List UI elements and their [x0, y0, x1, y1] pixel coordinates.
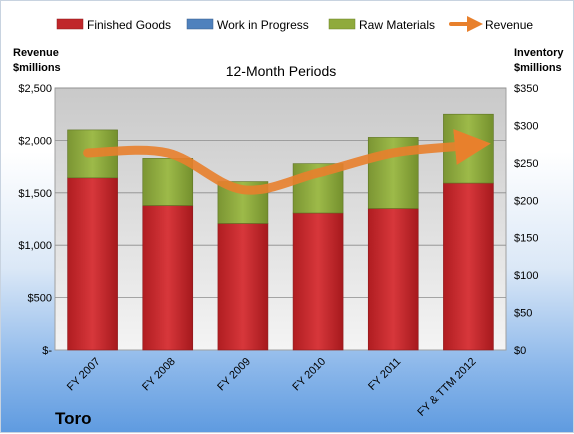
right-tick-label: $250 [514, 158, 538, 170]
bar-finished-goods [368, 209, 418, 350]
x-tick-label: FY & TTM 2012 [415, 356, 478, 419]
left-tick-label: $500 [28, 293, 52, 305]
left-tick-label: $2,000 [18, 135, 52, 147]
right-tick-label: $150 [514, 233, 538, 245]
left-tick-label: $2,500 [18, 83, 52, 95]
right-tick-label: $100 [514, 270, 538, 282]
x-tick-label: FY 2007 [65, 356, 103, 394]
right-axis-title-line2: $millions [514, 62, 562, 74]
x-axis-ticks: FY 2007 FY 2008 FY 2009 FY 2010 FY 2011 FY & … [65, 356, 479, 419]
left-axis-title-line2: $millions [13, 62, 61, 74]
legend-label-work-in-progress: Work in Progress [217, 18, 309, 32]
legend-label-finished-goods: Finished Goods [87, 18, 171, 32]
right-tick-label: $350 [514, 83, 538, 95]
bar-finished-goods [68, 178, 118, 350]
right-tick-label: $50 [514, 308, 532, 320]
plot-area [55, 88, 506, 350]
bar-finished-goods [443, 183, 493, 350]
left-tick-label: $- [42, 345, 52, 357]
legend-swatch-raw-materials [329, 19, 355, 29]
company-name: Toro [55, 409, 92, 428]
x-tick-label: FY 2009 [215, 356, 253, 394]
right-axis-ticks: $0 $50 $100 $150 $200 $250 $300 $350 [514, 83, 538, 357]
left-tick-label: $1,000 [18, 240, 52, 252]
x-tick-label: FY 2010 [290, 356, 328, 394]
legend: Finished Goods Work in Progress Raw Mate… [57, 18, 533, 32]
legend-swatch-finished-goods [57, 19, 83, 29]
legend-label-raw-materials: Raw Materials [359, 18, 435, 32]
right-axis-title-line1: Inventory [514, 47, 564, 59]
x-tick-label: FY 2008 [140, 356, 178, 394]
x-tick-label: FY 2011 [366, 356, 403, 393]
bar-finished-goods [143, 206, 193, 350]
bar-raw-materials [143, 158, 193, 205]
bar-finished-goods [218, 223, 268, 350]
chart-title: 12-Month Periods [226, 63, 337, 79]
legend-label-revenue: Revenue [485, 18, 533, 32]
right-tick-label: $0 [514, 345, 526, 357]
left-axis-title-line1: Revenue [13, 47, 59, 59]
bar-finished-goods [293, 213, 343, 350]
left-tick-label: $1,500 [18, 188, 52, 200]
right-tick-label: $300 [514, 120, 538, 132]
right-tick-label: $200 [514, 195, 538, 207]
left-axis-ticks: $- $500 $1,000 $1,500 $2,000 $2,500 [18, 83, 52, 357]
legend-swatch-work-in-progress [187, 19, 213, 29]
